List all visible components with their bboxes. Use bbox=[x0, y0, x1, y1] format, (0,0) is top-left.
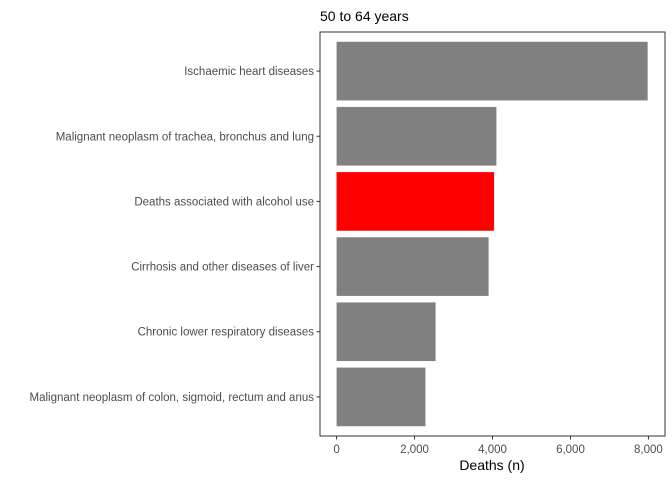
bar-1 bbox=[336, 106, 497, 166]
plot-panel-border bbox=[319, 31, 666, 437]
y-tick-label: Ischaemic heart diseases bbox=[184, 66, 314, 78]
x-tick-label: 4,000 bbox=[478, 444, 507, 456]
bar-4 bbox=[336, 302, 436, 362]
y-tick-label: Malignant neoplasm of colon, sigmoid, re… bbox=[30, 392, 315, 404]
x-axis-title: Deaths (n) bbox=[459, 457, 524, 473]
y-tick-label: Deaths associated with alcohol use bbox=[134, 196, 314, 208]
x-tick-label: 0 bbox=[333, 444, 339, 456]
x-tick-label: 2,000 bbox=[400, 444, 429, 456]
bar-3 bbox=[336, 237, 489, 296]
bars-group bbox=[336, 41, 648, 427]
bar-0 bbox=[336, 41, 648, 101]
chart-title: 50 to 64 years bbox=[320, 8, 409, 24]
y-tick-label: Malignant neoplasm of trachea, bronchus … bbox=[56, 131, 314, 143]
y-axis: Ischaemic heart diseases Malignant neopla… bbox=[30, 66, 320, 404]
y-tick-label: Cirrhosis and other diseases of liver bbox=[131, 262, 314, 274]
x-axis: 0 2,000 4,000 6,000 8,000 bbox=[333, 436, 663, 456]
y-tick-label: Chronic lower respiratory diseases bbox=[138, 327, 315, 339]
x-tick-label: 8,000 bbox=[634, 444, 663, 456]
bar-5 bbox=[336, 367, 426, 427]
bar-2 bbox=[336, 172, 495, 231]
x-tick-label: 6,000 bbox=[556, 444, 585, 456]
